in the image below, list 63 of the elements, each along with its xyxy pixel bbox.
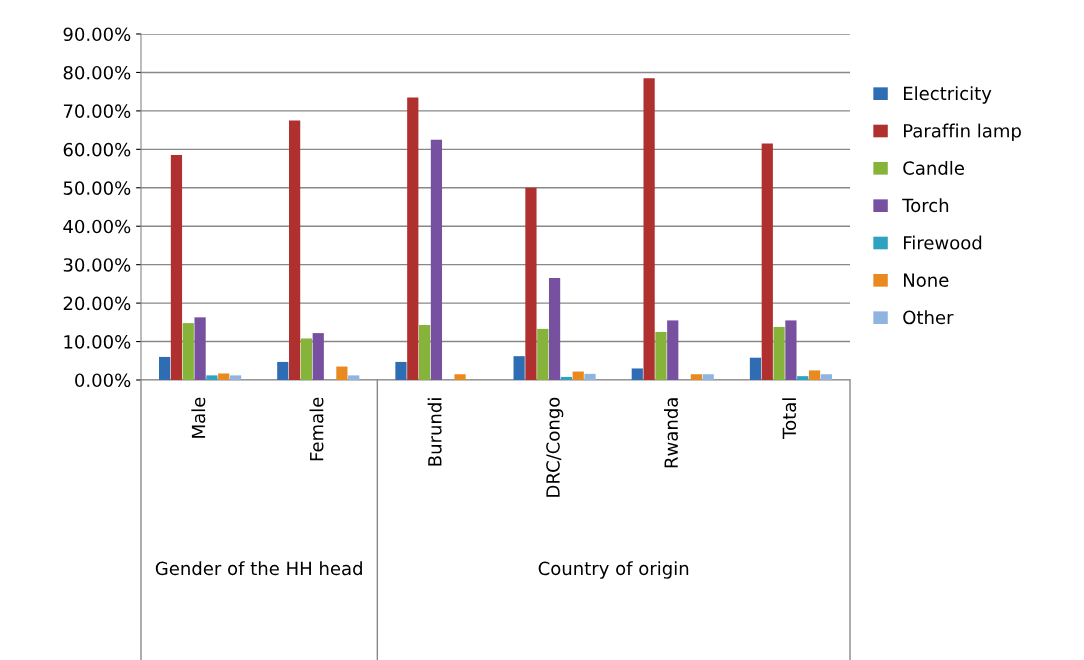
bar: [702, 374, 714, 380]
bar: [300, 338, 313, 380]
bar: [797, 376, 809, 380]
legend-label: None: [904, 273, 949, 287]
y-tick-label: 70.00%: [63, 104, 131, 119]
bar: [430, 139, 443, 380]
bar: [348, 375, 360, 380]
y-tick-label: 30.00%: [63, 258, 131, 272]
y-tick-label: 20.00%: [63, 296, 131, 311]
y-tick-label: 10.00%: [64, 335, 131, 349]
legend-label: Firewood: [904, 235, 982, 250]
bar: [537, 328, 549, 380]
bar: [643, 78, 655, 380]
bar: [667, 320, 679, 380]
legend-label: Candle: [903, 160, 964, 175]
y-tick-label: 40.00%: [63, 219, 131, 234]
x-tick-label: Female: [309, 397, 324, 461]
y-tick-label: 90.00%: [63, 27, 131, 42]
bar: [572, 371, 584, 380]
bar: [159, 356, 171, 380]
bar: [525, 187, 537, 380]
legend-label: Torch: [902, 198, 949, 213]
text: Gender of the HH head: [155, 561, 362, 576]
bar: [785, 320, 797, 380]
bar: [289, 120, 301, 380]
legend-label: Electricity: [904, 86, 992, 104]
legend-label: Paraffin lamp: [904, 123, 1021, 142]
bar: [513, 356, 525, 380]
y-tick-label: 60.00%: [63, 142, 131, 157]
x-tick-label: DRC/Congo: [546, 397, 564, 497]
bar: [584, 373, 596, 380]
bar: [631, 368, 643, 380]
y-tick-label: 0.00%: [75, 373, 131, 388]
bar: [749, 357, 762, 380]
bar: [206, 375, 218, 380]
bar: [808, 370, 821, 380]
bar: [560, 376, 573, 380]
bar: [395, 361, 407, 380]
bar: [170, 155, 183, 380]
bar: [336, 366, 348, 380]
y-tick-label: 50.00%: [63, 181, 131, 195]
bar: [548, 278, 561, 380]
bar: [454, 374, 466, 380]
x-tick-label: Total: [782, 398, 797, 439]
y-tick-label: 80.00%: [63, 65, 131, 80]
bar: [690, 374, 702, 380]
bar: [655, 331, 667, 380]
x-tick-label: Rwanda: [664, 398, 678, 468]
bar: [229, 375, 242, 380]
bar: [182, 323, 194, 380]
bar: [761, 143, 773, 380]
bar: [418, 325, 431, 380]
bar: [277, 361, 289, 380]
text: Country of origin: [538, 561, 689, 579]
x-tick-label: Male: [191, 397, 206, 438]
legend-label: Other: [903, 310, 954, 325]
bar: [218, 373, 230, 380]
bar: [312, 333, 324, 380]
x-tick-label: Burundi: [427, 398, 442, 466]
bar: [820, 374, 832, 380]
bar: [407, 97, 419, 380]
bar: [194, 317, 206, 380]
bar: [773, 326, 785, 380]
